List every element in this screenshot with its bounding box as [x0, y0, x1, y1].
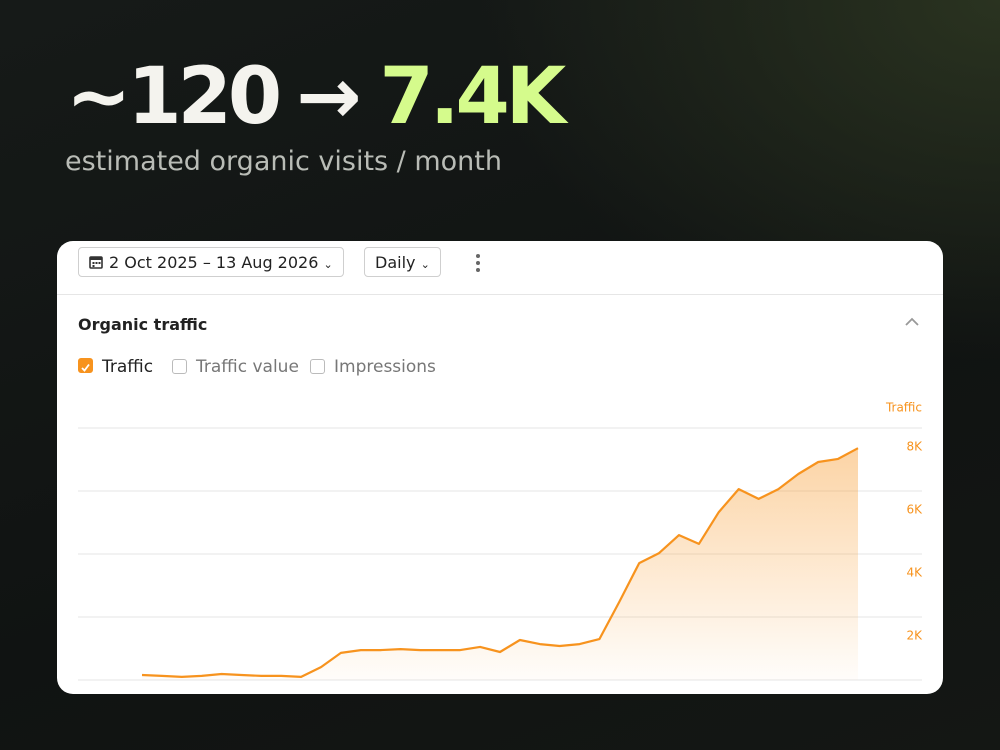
date-picker[interactable]: 2 Oct 2025 – 13 Aug 2026 ⌄: [78, 247, 344, 277]
toolbar: 2 Oct 2025 – 13 Aug 2026 ⌄ Daily ⌄: [57, 241, 943, 295]
chart: Traffic 2K 4K 6K 8K: [78, 401, 923, 681]
checkbox-label: Traffic value: [196, 357, 299, 377]
interval-select[interactable]: Daily ⌄: [364, 247, 441, 277]
interval: Daily: [375, 253, 416, 272]
checkbox-box[interactable]: [78, 358, 93, 373]
checkbox-label: Impressions: [334, 357, 436, 377]
y-tick-label: 4K: [906, 566, 923, 580]
checkbox[interactable]: Impressions: [310, 357, 436, 377]
before-value: ~120: [66, 52, 282, 142]
subtitle: estimated organic visits / month: [65, 146, 502, 177]
check-mark: [81, 363, 90, 372]
collapse-icon[interactable]: [905, 317, 919, 327]
checkbox[interactable]: Traffic value: [172, 357, 299, 377]
calendar-icon: [89, 256, 103, 269]
after-value: 7.4K: [379, 52, 567, 142]
headline: ~120 → 7.4K: [66, 52, 567, 142]
line: [141, 447, 859, 678]
more-menu[interactable]: [475, 253, 481, 273]
y-tick-label: 6K: [906, 503, 923, 517]
date-range: 2 Oct 2025 – 13 Aug 2026: [109, 253, 319, 272]
arrow: →: [296, 52, 362, 142]
checkbox[interactable]: Traffic: [78, 357, 153, 377]
y-tick-label: 2K: [906, 629, 923, 643]
chart-card: 2 Oct 2025 – 13 Aug 2026 ⌄ Daily ⌄ Organ…: [57, 241, 943, 694]
area-fill: [142, 448, 858, 680]
checkbox-box[interactable]: [172, 359, 187, 374]
y-tick-label: 8K: [906, 440, 923, 454]
panel-title: Organic traffic: [78, 315, 208, 334]
checkbox-box[interactable]: [310, 359, 325, 374]
checkbox-label: Traffic: [102, 357, 154, 377]
y-axis-label: Traffic: [885, 401, 922, 415]
